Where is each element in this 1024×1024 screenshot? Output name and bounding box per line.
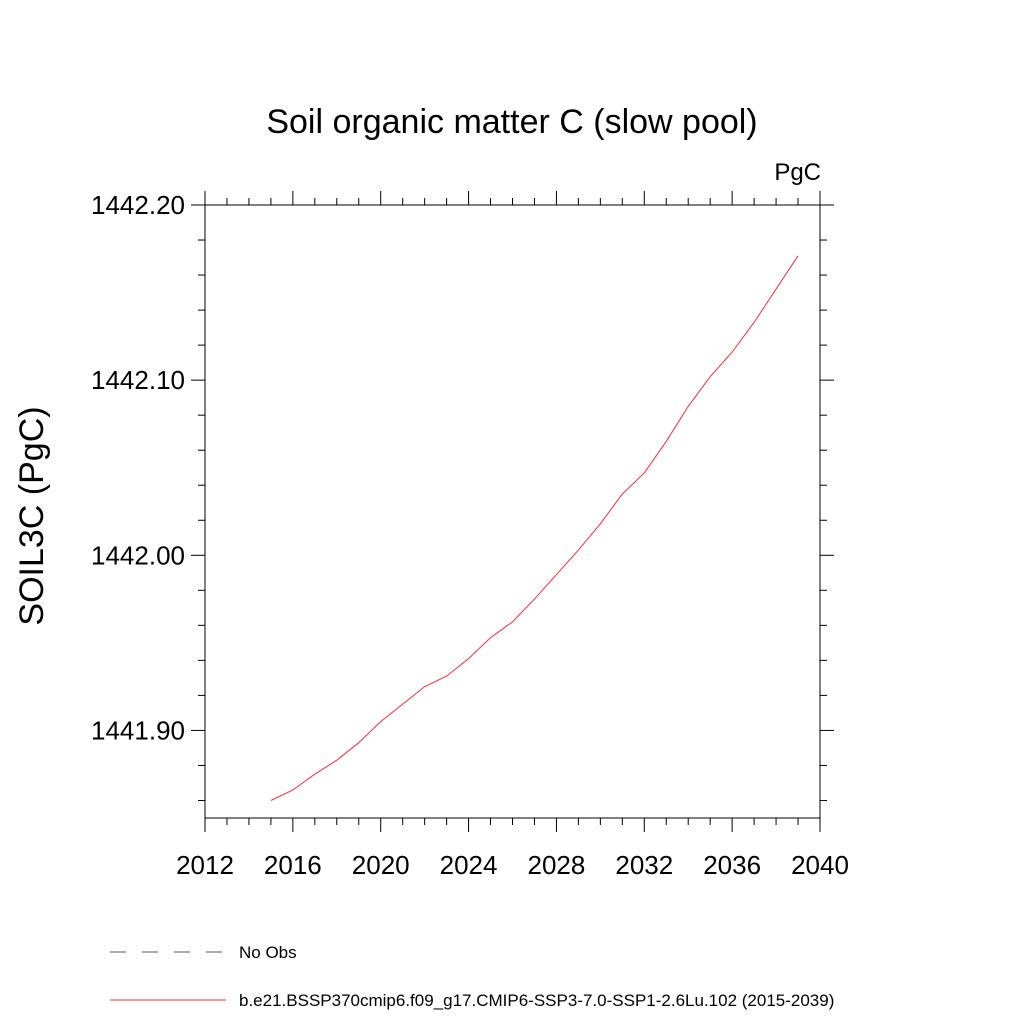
- x-tick-label: 2036: [703, 850, 761, 880]
- series-layer: [270, 255, 799, 801]
- x-tick-label: 2040: [791, 850, 849, 880]
- legend-layer: No Obs b.e21.BSSP370cmip6.f09_g17.CMIP6-S…: [110, 943, 834, 1010]
- ticks-layer: [191, 191, 834, 832]
- series-line: [270, 255, 799, 801]
- y-tick-label: 1442.20: [91, 190, 185, 220]
- plot-frame: [204, 204, 821, 819]
- legend-label: b.e21.BSSP370cmip6.f09_g17.CMIP6-SSP3-7.…: [239, 991, 834, 1010]
- legend-label: No Obs: [239, 943, 297, 962]
- x-tick-label: 2028: [528, 850, 586, 880]
- y-tick-label: 1442.00: [91, 540, 185, 570]
- x-tick-label: 2020: [352, 850, 410, 880]
- x-tick-label: 2024: [440, 850, 498, 880]
- chart-title: Soil organic matter C (slow pool): [266, 103, 757, 141]
- x-tick-label: 2016: [264, 850, 322, 880]
- x-tick-label: 2012: [176, 850, 234, 880]
- y-tick-label: 1442.10: [91, 365, 185, 395]
- unit-label: PgC: [774, 159, 821, 186]
- y-tick-label: 1441.90: [91, 715, 185, 745]
- x-tick-label: 2032: [615, 850, 673, 880]
- tick-labels-layer: 2012 2016 2020 2024 2028 2032 2036 2040 1441.90 1…: [91, 190, 849, 880]
- y-axis-label: SOIL3C (PgC): [13, 406, 51, 625]
